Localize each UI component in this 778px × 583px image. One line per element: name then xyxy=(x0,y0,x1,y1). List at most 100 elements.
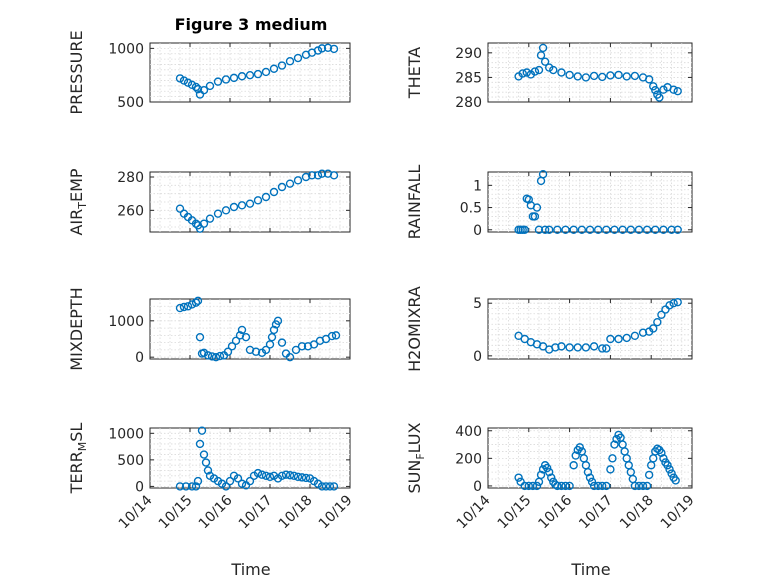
data-point xyxy=(175,204,185,213)
data-point xyxy=(277,182,287,192)
data-point xyxy=(193,296,203,306)
y-tick-label: 0 xyxy=(135,479,144,495)
data-point xyxy=(285,352,295,362)
y-tick-label: 500 xyxy=(117,453,144,469)
data-point xyxy=(175,303,185,313)
data-point xyxy=(273,316,283,326)
data-point xyxy=(530,67,540,76)
data-markers xyxy=(514,430,680,491)
data-point xyxy=(187,482,197,491)
data-point xyxy=(277,471,287,480)
data-point xyxy=(589,71,599,81)
data-point xyxy=(183,302,193,311)
data-point xyxy=(281,470,291,479)
data-point xyxy=(241,332,251,342)
data-point xyxy=(583,467,593,477)
data-point xyxy=(534,65,544,75)
x-tick-label: 10/19 xyxy=(316,492,356,532)
data-point xyxy=(179,302,189,312)
subplot-terr-msl: 0 500 1000 TERRMSL 10/14 10/15 10/16 10/17 10/18… xyxy=(67,423,356,579)
data-point xyxy=(557,342,566,351)
data-point xyxy=(291,345,301,355)
data-point xyxy=(638,481,648,491)
data-point xyxy=(327,331,337,341)
data-point xyxy=(657,310,666,319)
data-point xyxy=(297,473,307,482)
data-markers xyxy=(175,169,339,233)
data-point xyxy=(585,473,595,482)
data-point xyxy=(191,298,201,307)
data-point xyxy=(225,476,235,486)
data-point xyxy=(532,203,542,212)
plot-area xyxy=(487,298,693,360)
data-point xyxy=(557,481,566,491)
data-point xyxy=(191,82,201,92)
data-point xyxy=(187,300,197,309)
data-point xyxy=(175,482,185,491)
data-point xyxy=(651,85,660,95)
y-axis-label: THETA xyxy=(405,47,424,99)
data-point xyxy=(265,340,275,349)
data-point xyxy=(608,454,617,463)
data-point xyxy=(233,474,243,483)
data-point xyxy=(606,71,615,80)
data-point xyxy=(175,74,185,83)
data-point xyxy=(237,325,247,335)
data-point xyxy=(545,225,554,234)
data-point xyxy=(195,439,205,449)
data-point xyxy=(237,479,247,488)
data-point xyxy=(199,450,209,459)
data-point xyxy=(197,426,207,435)
y-tick-label: 260 xyxy=(117,203,144,219)
data-point xyxy=(659,85,668,94)
data-point xyxy=(565,481,574,491)
data-point xyxy=(667,469,676,478)
data-point xyxy=(269,325,279,335)
y-tick-label: 280 xyxy=(455,95,482,111)
data-point xyxy=(663,461,672,470)
data-point xyxy=(313,46,323,55)
data-point xyxy=(545,467,554,477)
data-point xyxy=(285,57,295,66)
y-axis-label: H2OMIXRA xyxy=(405,286,424,372)
x-tick-label: 10/14 xyxy=(454,492,494,532)
grid-lines xyxy=(488,43,692,102)
data-point xyxy=(557,68,566,77)
data-point xyxy=(598,344,607,353)
data-point xyxy=(518,69,527,78)
data-point xyxy=(665,465,674,474)
data-point xyxy=(183,78,193,87)
data-point xyxy=(253,196,263,205)
data-point xyxy=(265,472,275,482)
data-point xyxy=(545,63,554,72)
data-point xyxy=(561,225,570,234)
data-point xyxy=(669,85,678,94)
data-point xyxy=(657,448,666,458)
data-point xyxy=(520,481,529,491)
data-point xyxy=(577,225,587,234)
x-axis-label: Time xyxy=(570,560,610,579)
y-tick-label: 0 xyxy=(473,479,482,495)
data-point xyxy=(644,470,654,480)
data-point xyxy=(585,225,595,234)
y-axis-label: RAINFALL xyxy=(405,165,424,240)
data-point xyxy=(293,53,303,63)
data-markers xyxy=(514,170,682,234)
data-point xyxy=(598,72,607,82)
data-point xyxy=(195,332,205,342)
data-point xyxy=(205,214,215,223)
data-point xyxy=(309,340,319,349)
y-tick-label: 280 xyxy=(117,170,144,186)
data-point xyxy=(602,344,611,353)
data-point xyxy=(277,338,287,347)
data-point xyxy=(547,473,556,482)
subplot-air-temp: 260 280 AIRTEMP xyxy=(67,168,351,236)
data-point xyxy=(610,440,619,449)
data-point xyxy=(261,192,271,202)
data-point xyxy=(622,72,631,81)
data-point xyxy=(644,75,654,84)
data-point xyxy=(638,328,648,337)
data-point xyxy=(634,481,644,491)
data-point xyxy=(610,225,619,234)
